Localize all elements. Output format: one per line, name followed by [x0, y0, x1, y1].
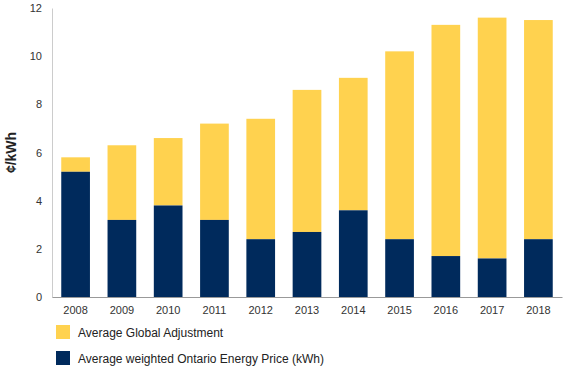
bar	[61, 157, 90, 171]
bar	[478, 258, 507, 297]
bar	[339, 210, 368, 297]
y-axis-line	[52, 9, 53, 298]
legend-label: Average Global Adjustment	[78, 326, 224, 340]
tick: 2014	[341, 297, 365, 316]
bar	[108, 220, 137, 297]
tick: 2017	[480, 297, 504, 316]
bar	[154, 205, 183, 297]
tick-label: 2009	[110, 304, 134, 316]
bar	[200, 220, 229, 297]
tick: 2008	[63, 297, 87, 316]
tick-label: 8	[36, 98, 42, 110]
tick: 2015	[387, 297, 411, 316]
bar	[154, 138, 183, 205]
tick-label: 2	[36, 243, 42, 255]
x-axis-line	[53, 297, 563, 298]
tick-label: 0	[36, 291, 42, 303]
tick: 8	[36, 98, 52, 110]
bar	[339, 78, 368, 210]
tick: 2011	[203, 297, 227, 316]
chart: 0 2 4 6 8 10 12 2008 2009 2010 2011 2012 2013 2014 201…	[0, 0, 570, 381]
tick: 12	[30, 2, 52, 14]
tick-label: 10	[30, 50, 42, 62]
tick: 2009	[110, 297, 134, 316]
bar	[108, 145, 137, 220]
legend: Average Global Adjustment Average weighte…	[56, 325, 324, 366]
tick: 2013	[295, 297, 319, 316]
bar	[293, 90, 322, 232]
tick-label: 2012	[248, 304, 272, 316]
bars	[61, 18, 552, 297]
tick: 2	[36, 243, 52, 255]
tick-label: 2011	[203, 304, 227, 316]
tick: 2012	[248, 297, 272, 316]
bar	[431, 25, 460, 256]
bar	[431, 256, 460, 297]
tick: 2010	[156, 297, 180, 316]
tick-label: 2014	[341, 304, 365, 316]
tick: 2018	[526, 297, 550, 316]
legend-swatch	[56, 325, 70, 339]
tick-label: 2015	[387, 304, 411, 316]
tick-label: 2010	[156, 304, 180, 316]
tick-label: 6	[36, 147, 42, 159]
x-axis: 2008 2009 2010 2011 2012 2013 2014 2015 2016 2017…	[53, 297, 563, 316]
tick-label: 4	[36, 195, 42, 207]
bar	[524, 20, 553, 239]
bar	[478, 18, 507, 259]
legend-item: Average weighted Ontario Energy Price (k…	[56, 351, 324, 366]
tick: 2016	[434, 297, 458, 316]
bar	[524, 239, 553, 297]
tick-label: 2016	[434, 304, 458, 316]
bar	[200, 124, 229, 220]
legend-item: Average Global Adjustment	[56, 325, 224, 340]
bar	[293, 232, 322, 297]
tick: 0	[36, 291, 52, 303]
tick-label: 2013	[295, 304, 319, 316]
series	[61, 172, 552, 297]
tick: 6	[36, 147, 52, 159]
legend-swatch	[56, 351, 70, 365]
tick: 4	[36, 195, 52, 207]
tick-label: 2018	[526, 304, 550, 316]
plot: 0 2 4 6 8 10 12 2008 2009 2010 2011 2012 2013 2014 201…	[30, 2, 563, 316]
legend-label: Average weighted Ontario Energy Price (k…	[78, 352, 324, 366]
tick: 10	[30, 50, 52, 62]
tick-label: 2017	[480, 304, 504, 316]
bar	[61, 172, 90, 297]
bar	[385, 239, 414, 297]
tick-label: 2008	[63, 304, 87, 316]
bar	[246, 239, 275, 297]
bar	[246, 119, 275, 239]
y-axis-title: ¢/kWh	[3, 132, 19, 173]
bar	[385, 51, 414, 239]
tick-label: 12	[30, 2, 42, 14]
y-axis: 0 2 4 6 8 10 12	[30, 2, 53, 303]
